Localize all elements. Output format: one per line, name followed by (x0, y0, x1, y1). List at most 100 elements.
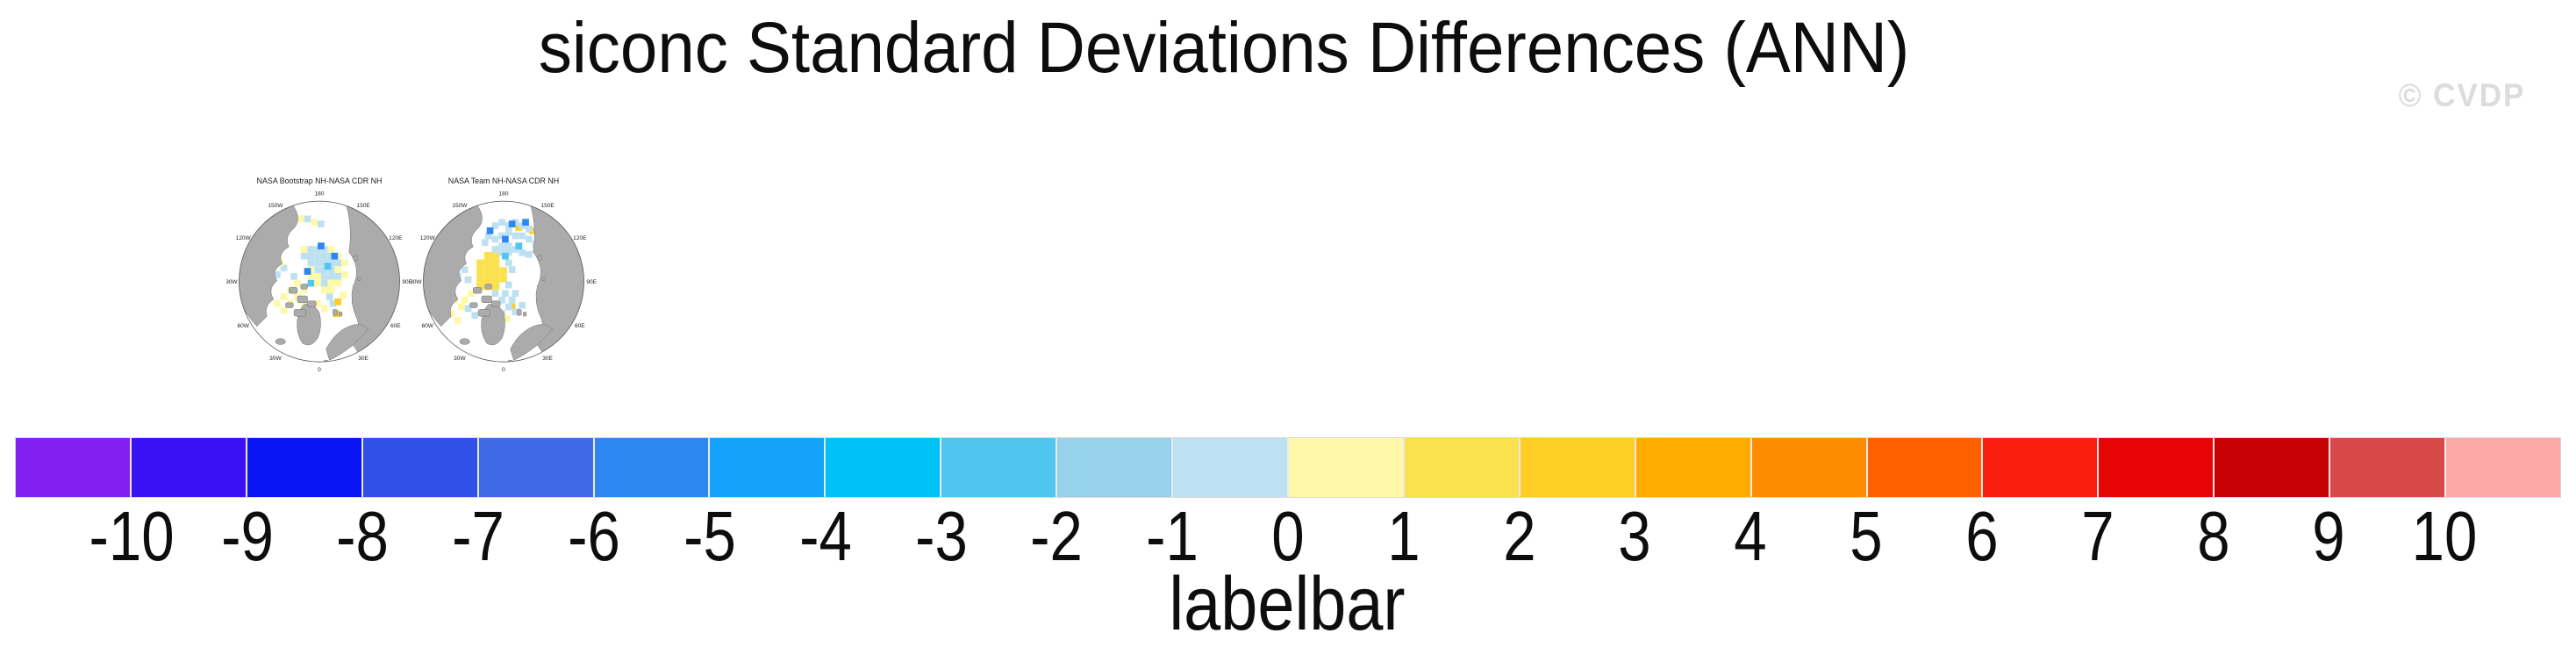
diff-cell (512, 232, 519, 240)
diff-cell (526, 235, 533, 243)
colorbar-segment-20 (2330, 438, 2445, 497)
diff-cell (314, 273, 321, 280)
diff-cell (519, 222, 526, 229)
diff-cell (273, 299, 281, 307)
diff-cell (471, 312, 479, 320)
lon-label-60W: 60W (421, 323, 433, 329)
colorbar-tick--9: -9 (220, 497, 274, 575)
diff-cell (504, 222, 512, 229)
diff-cell (476, 267, 484, 275)
colorbar-segment-6 (710, 438, 825, 497)
colorbar-tick-10: 10 (2411, 497, 2478, 575)
colorbar-tick--8: -8 (336, 497, 390, 575)
diff-cell (491, 251, 500, 260)
diff-cell (341, 271, 348, 278)
diff-cell (461, 266, 469, 273)
diff-cell (519, 301, 526, 309)
colorbar-tick--2: -2 (1030, 497, 1084, 575)
difference-cells (263, 215, 348, 318)
diff-cell (324, 263, 332, 270)
diff-cell (491, 282, 500, 291)
diff-cell (329, 299, 337, 307)
diff-cell (484, 232, 492, 240)
colorbar-tick--1: -1 (1146, 497, 1199, 575)
diff-cell (519, 249, 526, 256)
diff-cell (476, 259, 484, 268)
diff-cell (326, 293, 333, 300)
diff-cell (327, 246, 335, 253)
diff-cell (318, 220, 325, 227)
diff-cell (307, 273, 315, 280)
diff-cell (314, 279, 321, 287)
diff-cell (307, 252, 315, 260)
colorbar-tick-2: 2 (1502, 497, 1536, 575)
colorbar-tick-0: 0 (1271, 497, 1305, 575)
diff-cell (314, 266, 321, 273)
diff-cell (515, 242, 523, 250)
lon-label-90W: 90W (411, 279, 422, 285)
colorbar-tick-7: 7 (2081, 497, 2114, 575)
colorbar-segment-8 (941, 438, 1056, 497)
diff-cell (318, 242, 325, 250)
diff-cell (297, 215, 304, 223)
colorbar-segment-21 (2446, 438, 2560, 497)
diff-cell (320, 273, 328, 280)
colorbar-tick-6: 6 (1965, 497, 1999, 575)
diff-cell (300, 286, 308, 294)
diff-cell (304, 215, 311, 223)
panel-title: NASA Bootstrap NH-NASA CDR NH (257, 176, 383, 185)
diff-cell (498, 242, 505, 250)
diff-cell (334, 252, 342, 260)
diff-cell (491, 259, 500, 268)
figure-title: siconc Standard Deviations Differences (… (538, 8, 1910, 88)
diff-cell (300, 246, 308, 253)
colorbar-segment-19 (2215, 438, 2329, 497)
diff-cell (341, 259, 348, 267)
lon-label-60W: 60W (237, 323, 249, 329)
lon-label-150E: 150E (356, 203, 370, 209)
diff-cell (508, 220, 516, 227)
colorbar-segment-11 (1288, 438, 1403, 497)
longitude-labels: 180 150E 120E 90E 60E 30E 0 30W 60W 90W 120W 150W (226, 191, 412, 373)
diff-cell (331, 252, 339, 260)
diff-cell (512, 290, 519, 297)
diff-cell (491, 290, 499, 297)
map-circle-outline (423, 200, 584, 363)
diff-cell (327, 273, 335, 280)
diff-cell (491, 246, 499, 253)
diff-cell (526, 226, 533, 233)
diff-cell (314, 299, 321, 307)
colorbar-tick-4: 4 (1734, 497, 1767, 575)
map-panel-team: NASA Team NH-NASA CDR NH 180 150E 120E 90E 6… (411, 171, 597, 375)
diff-cell (304, 268, 311, 275)
colorbar-segment-18 (2099, 438, 2214, 497)
diff-cell (502, 252, 509, 260)
diff-cell (512, 308, 519, 316)
diff-cell (320, 259, 328, 267)
diff-cell (491, 235, 499, 243)
colorbar-segment-17 (1983, 438, 2098, 497)
colorbar-segment-15 (1751, 438, 1866, 497)
diff-cell (290, 273, 297, 280)
diff-cell (334, 259, 342, 267)
colorbar-segment-2 (247, 438, 361, 497)
diff-cell (300, 299, 308, 307)
diff-cell (461, 296, 469, 304)
diff-cell (504, 303, 512, 311)
diff-cell (280, 264, 288, 272)
lon-label-30W: 30W (269, 356, 282, 362)
lon-label-60E: 60E (390, 323, 401, 329)
diff-cell (334, 298, 342, 306)
diff-cell (334, 273, 342, 280)
diff-cell (498, 249, 505, 256)
lon-label-0: 0 (318, 367, 321, 373)
colorbar-segment-16 (1867, 438, 1982, 497)
colorbar-segment-4 (478, 438, 593, 497)
diff-cell (491, 274, 500, 283)
diff-cell (483, 251, 492, 260)
diff-cell (314, 259, 321, 267)
diff-cell (522, 219, 529, 227)
lon-label-180: 180 (499, 191, 509, 198)
colorbar-tick--3: -3 (914, 497, 968, 575)
diff-cell (457, 303, 465, 311)
